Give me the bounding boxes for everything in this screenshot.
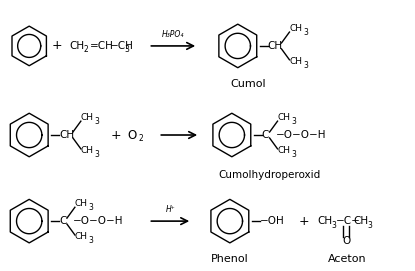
Text: CH: CH [289, 57, 303, 66]
Text: +: + [110, 128, 121, 141]
Text: CH: CH [75, 233, 88, 241]
Text: 3: 3 [124, 45, 129, 54]
Text: +: + [52, 39, 62, 52]
Text: −C−: −C− [336, 216, 361, 226]
Text: 2: 2 [139, 134, 143, 143]
Text: 3: 3 [291, 117, 296, 126]
Text: −O−O−H: −O−O−H [73, 216, 123, 226]
Text: 3: 3 [367, 221, 372, 230]
Text: Phenol: Phenol [211, 254, 249, 264]
Text: =CH: =CH [90, 41, 114, 51]
Text: −O−O−H: −O−O−H [276, 130, 326, 140]
Text: C: C [261, 130, 269, 140]
Text: 3: 3 [89, 236, 94, 246]
Text: 3: 3 [95, 150, 100, 159]
Text: 3: 3 [95, 117, 100, 126]
Text: Cumolhydroperoxid: Cumolhydroperoxid [218, 170, 321, 180]
Text: CH: CH [75, 199, 88, 208]
Text: −OH: −OH [260, 216, 284, 226]
Text: CH: CH [289, 24, 303, 33]
Text: CH: CH [278, 146, 290, 155]
Text: Cumol: Cumol [230, 79, 266, 89]
Text: CH: CH [353, 216, 368, 226]
Text: Aceton: Aceton [328, 254, 366, 264]
Text: CH: CH [69, 41, 84, 51]
Text: H⁺: H⁺ [165, 205, 175, 214]
Text: 3: 3 [89, 203, 94, 212]
Text: CH: CH [317, 216, 332, 226]
Text: CH: CH [59, 130, 74, 140]
Text: O: O [342, 236, 350, 246]
Text: −CH: −CH [110, 41, 134, 51]
Text: H₃PO₄: H₃PO₄ [162, 30, 184, 39]
Text: CH: CH [268, 41, 283, 51]
Text: O: O [127, 128, 137, 141]
Text: +: + [299, 215, 310, 228]
Text: C: C [59, 216, 66, 226]
Text: 2: 2 [84, 45, 88, 54]
Text: CH: CH [81, 146, 94, 155]
Text: 3: 3 [303, 28, 308, 37]
Text: CH: CH [81, 113, 94, 122]
Text: 3: 3 [331, 221, 336, 230]
Text: 3: 3 [303, 61, 308, 70]
Text: CH: CH [278, 113, 290, 122]
Text: 3: 3 [291, 150, 296, 159]
